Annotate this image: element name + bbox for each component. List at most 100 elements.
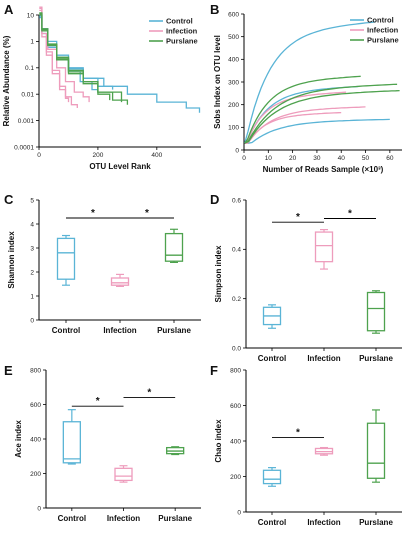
box-iqr xyxy=(114,467,133,482)
panel-d: D 0.0 0.2 0.4 0.6 Control Infection Purslane Sim… xyxy=(210,192,402,363)
box-iqr xyxy=(110,277,130,286)
x-tick-label: 60 xyxy=(386,155,394,162)
y-tick-label: 0.2 xyxy=(232,296,241,303)
box-control xyxy=(262,304,282,329)
box-purslane xyxy=(166,446,185,456)
panel-label: B xyxy=(210,2,219,17)
category-label-infection: Infection xyxy=(107,514,140,523)
y-tick-label: 0.0001 xyxy=(14,144,34,151)
y-tick-label: 200 xyxy=(228,102,239,109)
series-line-purslane xyxy=(244,89,400,144)
category-label-control: Control xyxy=(258,518,286,527)
box-infection xyxy=(110,273,130,287)
panel-label: E xyxy=(4,363,13,378)
box-infection xyxy=(314,229,334,270)
category-label-infection: Infection xyxy=(307,354,340,363)
y-tick-label: 4 xyxy=(30,221,34,228)
significance-star: * xyxy=(145,208,149,219)
box-iqr xyxy=(164,232,184,262)
category-label-infection: Infection xyxy=(103,326,136,335)
y-tick-label: 0 xyxy=(30,317,34,324)
y-tick-label: 200 xyxy=(230,474,241,481)
box-iqr xyxy=(62,421,81,464)
significance-star: * xyxy=(147,388,151,399)
y-tick-label: 800 xyxy=(30,367,41,374)
category-label-purslane: Purslane xyxy=(359,354,393,363)
series-line-infection xyxy=(39,9,70,103)
y-tick-label: 300 xyxy=(228,79,239,86)
category-label-purslane: Purslane xyxy=(359,518,393,527)
x-tick-label: 50 xyxy=(362,155,370,162)
y-tick-label: 0.001 xyxy=(18,118,35,125)
box-iqr xyxy=(366,291,386,332)
panel-label: D xyxy=(210,192,219,207)
panel-e: E 0 200 400 600 800 Control Infection Purslane Ac… xyxy=(4,363,201,523)
panel-c: C 0 1 2 3 4 5 Control Infection Purslane Shannon i… xyxy=(4,192,201,335)
y-tick-label: 5 xyxy=(30,197,34,204)
series-line-infection xyxy=(244,111,342,144)
x-tick-label: 0 xyxy=(242,155,246,162)
category-label-purslane: Purslane xyxy=(157,326,191,335)
panel-label: A xyxy=(4,2,14,17)
y-tick-label: 200 xyxy=(30,471,41,478)
significance-star: * xyxy=(296,427,300,438)
series-line-infection xyxy=(244,91,347,144)
y-tick-label: 1 xyxy=(30,39,34,46)
box-iqr xyxy=(366,422,386,479)
x-tick-label: 10 xyxy=(265,155,273,162)
y-tick-label: 600 xyxy=(30,402,41,409)
legend-label-infection: Infection xyxy=(166,27,198,36)
box-purslane xyxy=(164,228,184,263)
legend-label-purslane: Purslane xyxy=(367,36,399,45)
series-line-infection xyxy=(39,6,78,108)
legend-label-control: Control xyxy=(166,17,193,26)
legend-label-control: Control xyxy=(367,16,394,25)
y-axis-label: Ace index xyxy=(14,420,23,458)
y-tick-label: 400 xyxy=(230,438,241,445)
y-tick-label: 0.6 xyxy=(232,197,241,204)
category-label-infection: Infection xyxy=(307,518,340,527)
y-tick-label: 0.1 xyxy=(25,65,34,72)
legend-label-infection: Infection xyxy=(367,26,399,35)
y-tick-label: 10 xyxy=(27,12,35,19)
y-tick-label: 0 xyxy=(237,509,241,516)
box-purslane xyxy=(366,409,386,483)
y-tick-label: 400 xyxy=(228,57,239,64)
box-infection xyxy=(114,465,133,483)
x-tick-label: 400 xyxy=(151,152,162,159)
y-tick-label: 800 xyxy=(230,367,241,374)
y-tick-label: 600 xyxy=(230,403,241,410)
box-purslane xyxy=(366,290,386,334)
y-tick-label: 0.01 xyxy=(21,92,34,99)
box-iqr xyxy=(56,237,76,280)
y-tick-label: 3 xyxy=(30,245,34,252)
category-label-control: Control xyxy=(258,354,286,363)
x-tick-label: 200 xyxy=(92,152,103,159)
y-tick-label: 0.0 xyxy=(232,345,241,352)
series-line-purslane xyxy=(244,83,398,144)
y-axis-label: Sobs Index on OTU level xyxy=(213,35,222,129)
panel-f: F 0 200 400 600 800 Control Infection Purslane Ch… xyxy=(210,363,402,527)
significance-star: * xyxy=(296,212,300,223)
x-axis-label: OTU Level Rank xyxy=(89,162,151,171)
y-tick-label: 0.4 xyxy=(232,247,241,254)
series-line-purslane xyxy=(39,13,123,103)
significance-star: * xyxy=(96,396,100,407)
y-axis-label: Chao index xyxy=(214,419,223,463)
x-tick-label: 30 xyxy=(313,155,321,162)
y-axis-label: Shannon index xyxy=(7,231,16,289)
category-label-control: Control xyxy=(58,514,86,523)
y-tick-label: 2 xyxy=(30,269,34,276)
y-tick-label: 0 xyxy=(37,505,41,512)
series-line-purslane xyxy=(244,75,361,144)
series-line-infection xyxy=(244,106,366,144)
box-iqr xyxy=(262,469,282,485)
panel-b: B 0 100 200 300 400 500 600 0 10 20 30 40 50 60Number … xyxy=(210,2,402,174)
legend-label-purslane: Purslane xyxy=(166,37,198,46)
x-tick-label: 0 xyxy=(37,152,41,159)
y-tick-label: 1 xyxy=(30,293,34,300)
panel-label: F xyxy=(210,363,218,378)
x-tick-label: 20 xyxy=(289,155,297,162)
